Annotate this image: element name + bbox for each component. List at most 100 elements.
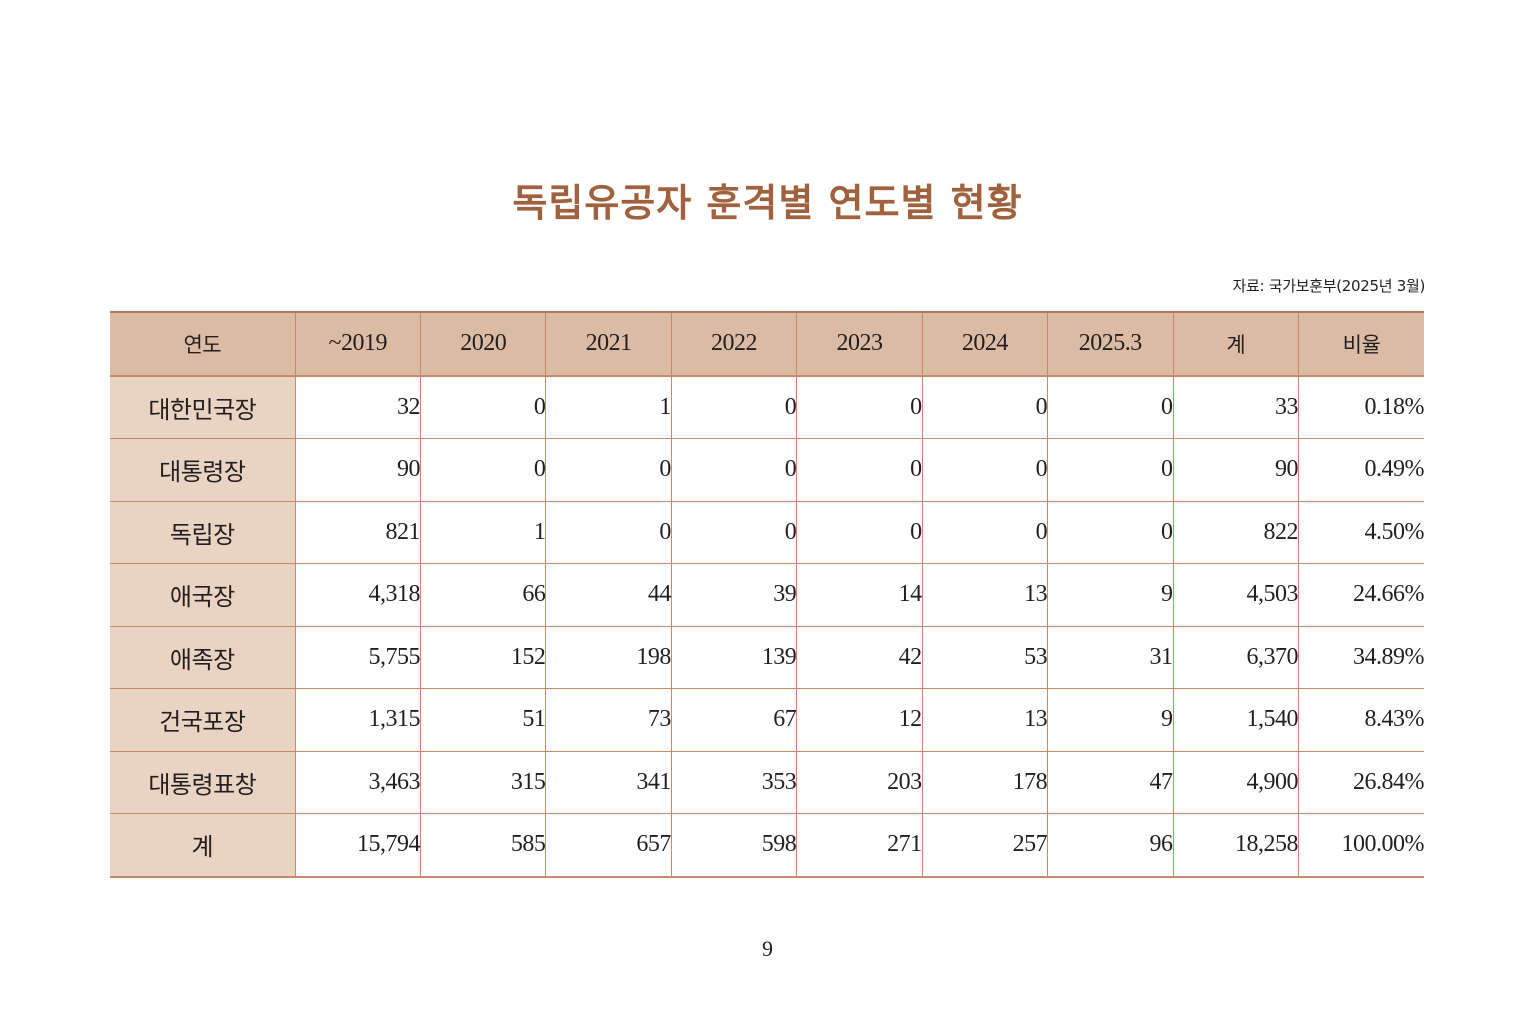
table-cell: 24.66% <box>1297 563 1424 627</box>
column-header-total: 계 <box>1172 311 1299 377</box>
table-row: 애국장 4,318 66 44 39 14 13 9 4,503 24.66% <box>110 563 1424 627</box>
table-cell: 8.43% <box>1297 688 1424 752</box>
row-label: 독립장 <box>110 500 296 564</box>
table-cell: 4.50% <box>1297 500 1424 564</box>
table-cell: 315 <box>419 750 547 814</box>
table-cell: 178 <box>921 750 1049 814</box>
column-header-year: 연도 <box>110 311 296 377</box>
table-cell: 0 <box>419 438 547 502</box>
table-cell: 0 <box>921 375 1049 439</box>
table-cell: 32 <box>294 375 421 439</box>
table-cell: 1,315 <box>294 688 421 752</box>
table-cell: 0 <box>921 438 1049 502</box>
table-cell: 0 <box>796 375 923 439</box>
award-statistics-table: 연도 ~2019 2020 2021 2022 2023 2024 2025.3… <box>110 311 1424 878</box>
table-cell: 18,258 <box>1172 813 1299 878</box>
table-cell: 139 <box>670 625 798 689</box>
table-cell: 26.84% <box>1297 750 1424 814</box>
table-cell: 341 <box>545 750 672 814</box>
table-cell: 9 <box>1047 688 1174 752</box>
table-cell: 39 <box>670 563 798 627</box>
table-cell: 0 <box>1047 375 1174 439</box>
column-header-2022: 2022 <box>670 311 798 377</box>
table-cell: 13 <box>921 563 1049 627</box>
table-cell: 14 <box>796 563 923 627</box>
table-cell: 0 <box>670 375 798 439</box>
table-cell: 0 <box>670 500 798 564</box>
column-header-2025-3: 2025.3 <box>1047 311 1174 377</box>
table-cell: 271 <box>796 813 923 878</box>
column-header-2019: ~2019 <box>294 311 421 377</box>
table-cell: 0 <box>1047 500 1174 564</box>
table-cell: 1 <box>419 500 547 564</box>
table-cell: 100.00% <box>1297 813 1424 878</box>
source-note: 자료: 국가보훈부(2025년 3월) <box>1232 277 1425 295</box>
table-cell: 15,794 <box>294 813 421 878</box>
table-cell: 0 <box>545 438 672 502</box>
table-cell: 33 <box>1172 375 1299 439</box>
table-cell: 12 <box>796 688 923 752</box>
table-cell: 4,503 <box>1172 563 1299 627</box>
table-cell: 203 <box>796 750 923 814</box>
column-header-ratio: 비율 <box>1297 311 1424 377</box>
table-cell: 353 <box>670 750 798 814</box>
page-number: 9 <box>762 936 773 961</box>
table-cell: 66 <box>419 563 547 627</box>
table-cell: 13 <box>921 688 1049 752</box>
table-cell: 5,755 <box>294 625 421 689</box>
table-cell: 822 <box>1172 500 1299 564</box>
table-cell: 44 <box>545 563 672 627</box>
table-cell: 73 <box>545 688 672 752</box>
table-cell: 3,463 <box>294 750 421 814</box>
table-cell: 585 <box>419 813 547 878</box>
table-cell: 0 <box>921 500 1049 564</box>
table-cell: 96 <box>1047 813 1174 878</box>
row-label: 대한민국장 <box>110 374 296 439</box>
table-cell: 42 <box>796 625 923 689</box>
table-row: 대통령표창 3,463 315 341 353 203 178 47 4,900… <box>110 750 1424 814</box>
total-row: 계 15,794 585 657 598 271 257 96 18,258 1… <box>110 813 1424 878</box>
table-cell: 0 <box>545 500 672 564</box>
table-cell: 821 <box>294 500 421 564</box>
table-cell: 67 <box>670 688 798 752</box>
row-label: 애국장 <box>110 563 296 627</box>
table-cell: 31 <box>1047 625 1174 689</box>
table-cell: 257 <box>921 813 1049 878</box>
table-cell: 598 <box>670 813 798 878</box>
table-row: 대한민국장 32 0 1 0 0 0 0 33 0.18% <box>110 374 1424 439</box>
table-header-row: 연도 ~2019 2020 2021 2022 2023 2024 2025.3… <box>110 311 1424 377</box>
column-header-2024: 2024 <box>921 311 1049 377</box>
table-cell: 34.89% <box>1297 625 1424 689</box>
row-label: 계 <box>110 813 296 878</box>
page-title: 독립유공자 훈격별 연도별 현황 <box>512 181 1023 225</box>
table-row: 애족장 5,755 152 198 139 42 53 31 6,370 34.… <box>110 625 1424 689</box>
table-cell: 657 <box>545 813 672 878</box>
table-cell: 1 <box>545 375 672 439</box>
table-cell: 1,540 <box>1172 688 1299 752</box>
table-cell: 90 <box>1172 438 1299 502</box>
table-cell: 6,370 <box>1172 625 1299 689</box>
column-header-2020: 2020 <box>419 311 547 377</box>
table-cell: 0 <box>419 375 547 439</box>
table-cell: 53 <box>921 625 1049 689</box>
table-cell: 0.18% <box>1297 375 1424 439</box>
table-row: 건국포장 1,315 51 73 67 12 13 9 1,540 8.43% <box>110 688 1424 752</box>
table-cell: 0 <box>796 438 923 502</box>
table-cell: 152 <box>419 625 547 689</box>
table-cell: 47 <box>1047 750 1174 814</box>
table-row: 대통령장 90 0 0 0 0 0 0 90 0.49% <box>110 438 1424 502</box>
column-header-2021: 2021 <box>545 311 672 377</box>
table-cell: 0 <box>796 500 923 564</box>
row-label: 건국포장 <box>110 688 296 752</box>
row-label: 대통령표창 <box>110 750 296 814</box>
table-cell: 0 <box>1047 438 1174 502</box>
table-cell: 0.49% <box>1297 438 1424 502</box>
table-cell: 51 <box>419 688 547 752</box>
table-row: 독립장 821 1 0 0 0 0 0 822 4.50% <box>110 500 1424 564</box>
table-cell: 90 <box>294 438 421 502</box>
table-cell: 4,318 <box>294 563 421 627</box>
table-cell: 9 <box>1047 563 1174 627</box>
table-cell: 4,900 <box>1172 750 1299 814</box>
table-cell: 198 <box>545 625 672 689</box>
table-cell: 0 <box>670 438 798 502</box>
